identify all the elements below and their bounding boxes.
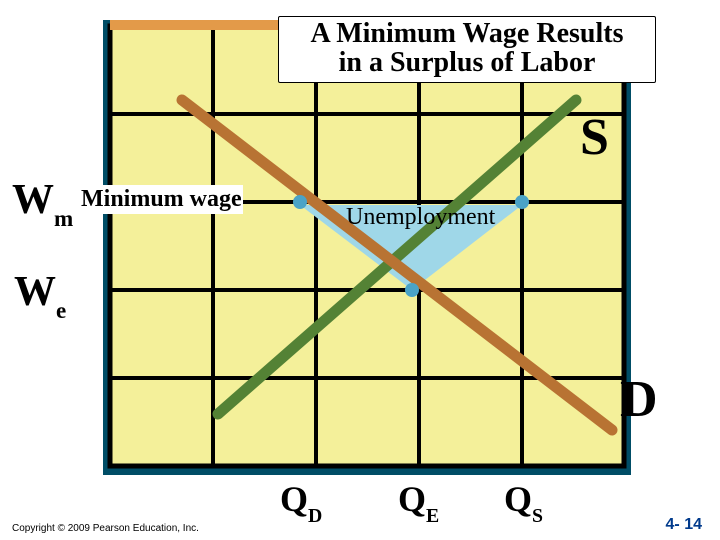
label-qs: QS — [504, 478, 543, 525]
label-supply: S — [580, 108, 609, 167]
label-wm: Wm — [12, 176, 73, 228]
chart-title-line1: A Minimum Wage Results — [287, 19, 647, 48]
label-minimum-wage: Minimum wage — [80, 185, 243, 214]
copyright-text: Copyright © 2009 Pearson Education, Inc. — [12, 523, 199, 534]
label-qe: QE — [398, 478, 439, 525]
label-unemployment: Unemployment — [346, 204, 495, 231]
chart-title: A Minimum Wage Results in a Surplus of L… — [278, 16, 656, 83]
label-demand: D — [620, 370, 658, 429]
chart-title-line2: in a Surplus of Labor — [287, 48, 647, 77]
slide-stage: A Minimum Wage Results in a Surplus of L… — [0, 0, 720, 540]
label-we: We — [14, 268, 66, 320]
page-number: 4- 14 — [666, 516, 702, 534]
label-qd: QD — [280, 478, 322, 525]
